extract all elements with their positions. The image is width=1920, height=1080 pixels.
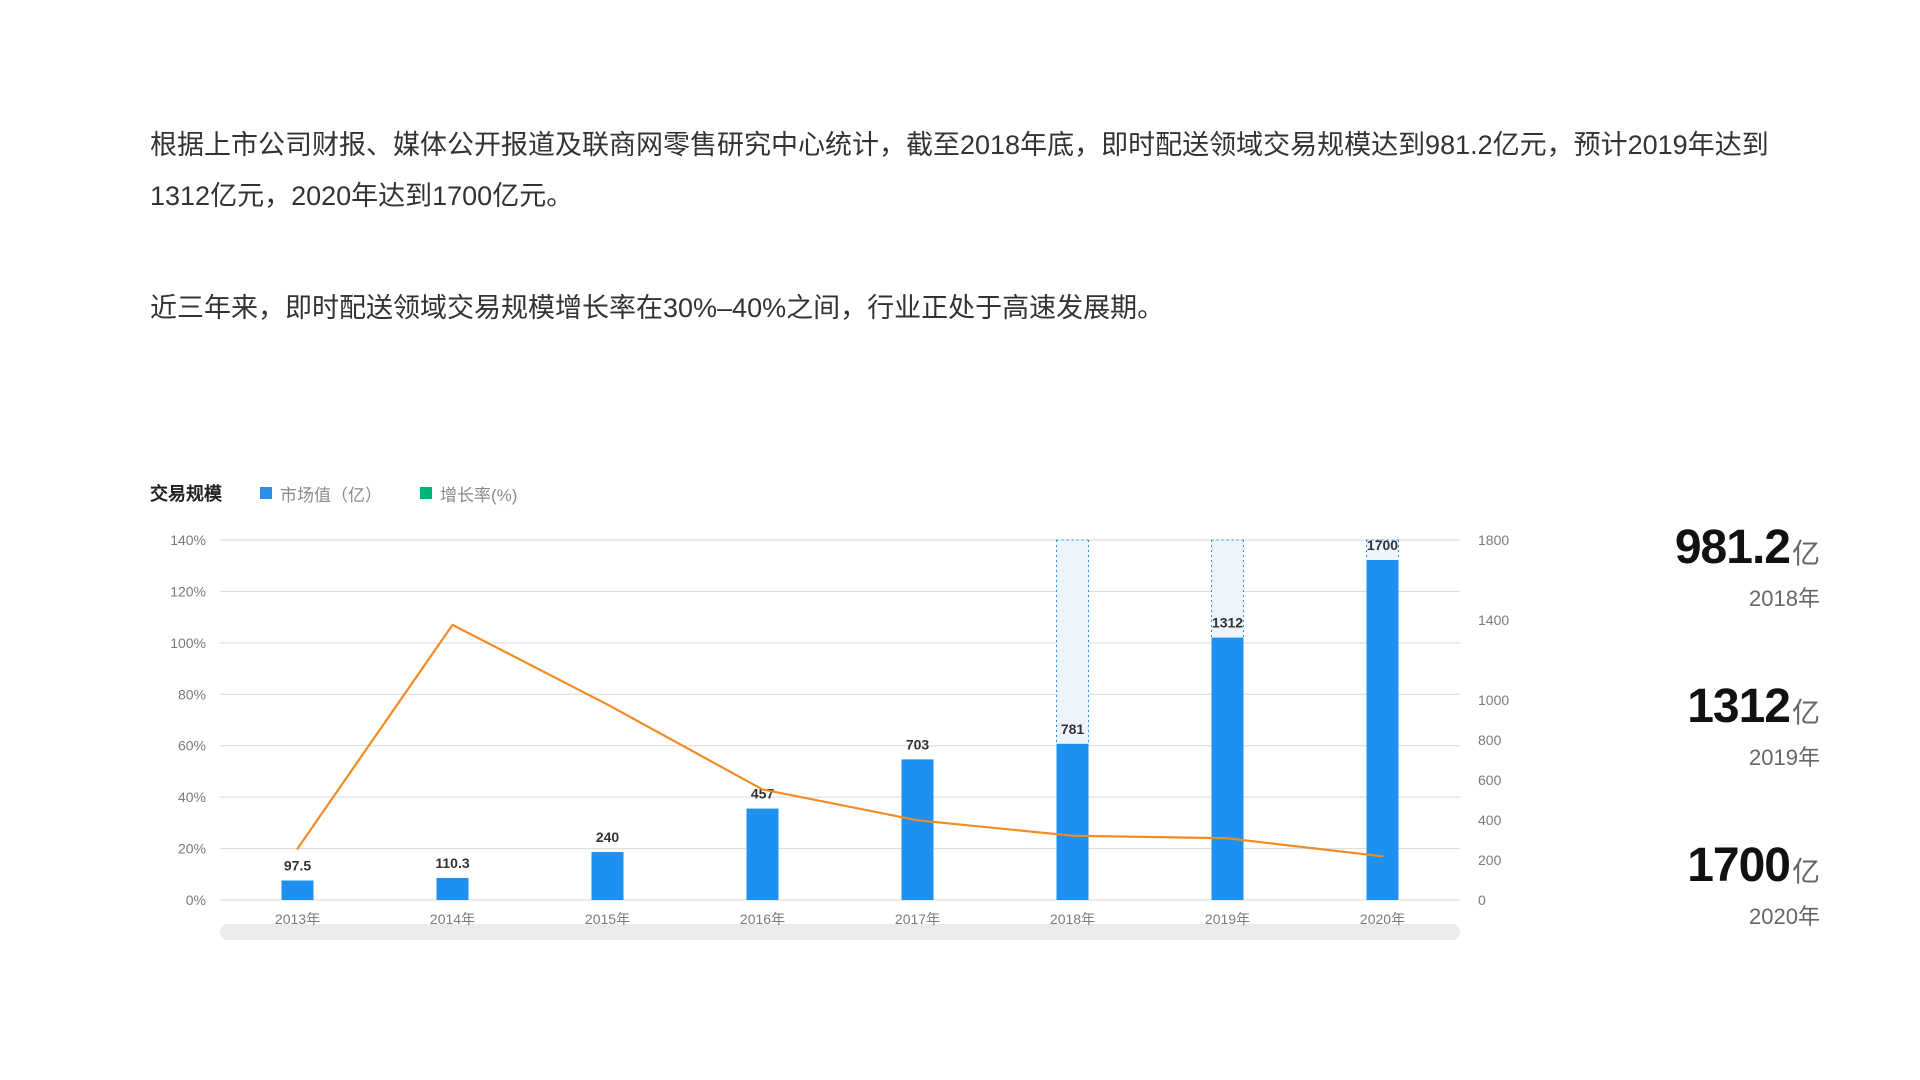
callout-value: 981.2 — [1675, 521, 1790, 574]
callout-value: 1700 — [1687, 839, 1790, 892]
svg-text:140%: 140% — [170, 532, 206, 548]
svg-text:800: 800 — [1478, 732, 1502, 748]
svg-text:400: 400 — [1478, 812, 1502, 828]
svg-text:100%: 100% — [170, 635, 206, 651]
svg-text:2017年: 2017年 — [895, 911, 940, 927]
svg-text:1000: 1000 — [1478, 692, 1509, 708]
svg-text:0%: 0% — [186, 892, 206, 908]
svg-text:1312: 1312 — [1212, 615, 1243, 631]
svg-text:457: 457 — [751, 786, 775, 802]
legend-label-growth: 增长率(%) — [440, 481, 517, 506]
legend-swatch-market — [260, 487, 272, 499]
svg-text:80%: 80% — [178, 686, 206, 702]
chart-container: 交易规模 市场值（亿） 增长率(%) 0% 20% 40% 60% 80% 100% 120… — [150, 480, 1770, 1000]
svg-text:2016年: 2016年 — [740, 911, 785, 927]
svg-text:2013年: 2013年 — [275, 911, 320, 927]
callout-year: 2020年 — [1590, 899, 1820, 931]
legend-label-market: 市场值（亿） — [280, 481, 382, 506]
chart-title: 交易规模 — [150, 480, 222, 506]
svg-text:1800: 1800 — [1478, 532, 1509, 548]
chart-header: 交易规模 市场值（亿） 增长率(%) — [150, 480, 1770, 506]
callout-unit: 亿 — [1792, 697, 1820, 728]
svg-text:2019年: 2019年 — [1205, 911, 1250, 927]
svg-text:97.5: 97.5 — [284, 858, 311, 874]
svg-text:40%: 40% — [178, 789, 206, 805]
callout-2019: 1312亿 2019年 — [1590, 679, 1870, 772]
svg-text:2015年: 2015年 — [585, 911, 630, 927]
svg-text:120%: 120% — [170, 583, 206, 599]
svg-text:2018年: 2018年 — [1050, 911, 1095, 927]
svg-text:703: 703 — [906, 736, 930, 752]
legend-item-market: 市场值（亿） — [260, 481, 382, 506]
svg-text:600: 600 — [1478, 772, 1502, 788]
svg-text:781: 781 — [1061, 721, 1085, 737]
svg-text:0: 0 — [1478, 892, 1486, 908]
callout-2020: 1700亿 2020年 — [1590, 838, 1870, 931]
svg-text:200: 200 — [1478, 852, 1502, 868]
svg-text:60%: 60% — [178, 738, 206, 754]
svg-text:20%: 20% — [178, 841, 206, 857]
intro-paragraph-1: 根据上市公司财报、媒体公开报道及联商网零售研究中心统计，截至2018年底，即时配… — [150, 120, 1770, 223]
svg-text:110.3: 110.3 — [435, 855, 469, 871]
legend-item-growth: 增长率(%) — [420, 481, 517, 506]
svg-text:1400: 1400 — [1478, 612, 1509, 628]
callout-value: 1312 — [1687, 680, 1790, 733]
callouts: 981.2亿 2018年 1312亿 2019年 1700亿 2020年 — [1590, 520, 1870, 997]
svg-text:1700: 1700 — [1367, 537, 1398, 553]
callout-2018: 981.2亿 2018年 — [1590, 520, 1870, 613]
transaction-scale-chart: 0% 20% 40% 60% 80% 100% 120% 140% 0 200 400 600 800 1… — [150, 530, 1530, 950]
svg-text:2014年: 2014年 — [430, 911, 475, 927]
callout-year: 2019年 — [1590, 740, 1820, 772]
callout-year: 2018年 — [1590, 581, 1820, 613]
svg-text:2020年: 2020年 — [1360, 911, 1405, 927]
callout-unit: 亿 — [1792, 538, 1820, 569]
callout-unit: 亿 — [1792, 856, 1820, 887]
intro-paragraph-2: 近三年来，即时配送领域交易规模增长率在30%–40%之间，行业正处于高速发展期。 — [150, 283, 1770, 334]
page: 根据上市公司财报、媒体公开报道及联商网零售研究中心统计，截至2018年底，即时配… — [0, 0, 1920, 1080]
svg-text:240: 240 — [596, 829, 620, 845]
intro-text-block: 根据上市公司财报、媒体公开报道及联商网零售研究中心统计，截至2018年底，即时配… — [150, 120, 1770, 334]
legend-swatch-growth — [420, 487, 432, 499]
